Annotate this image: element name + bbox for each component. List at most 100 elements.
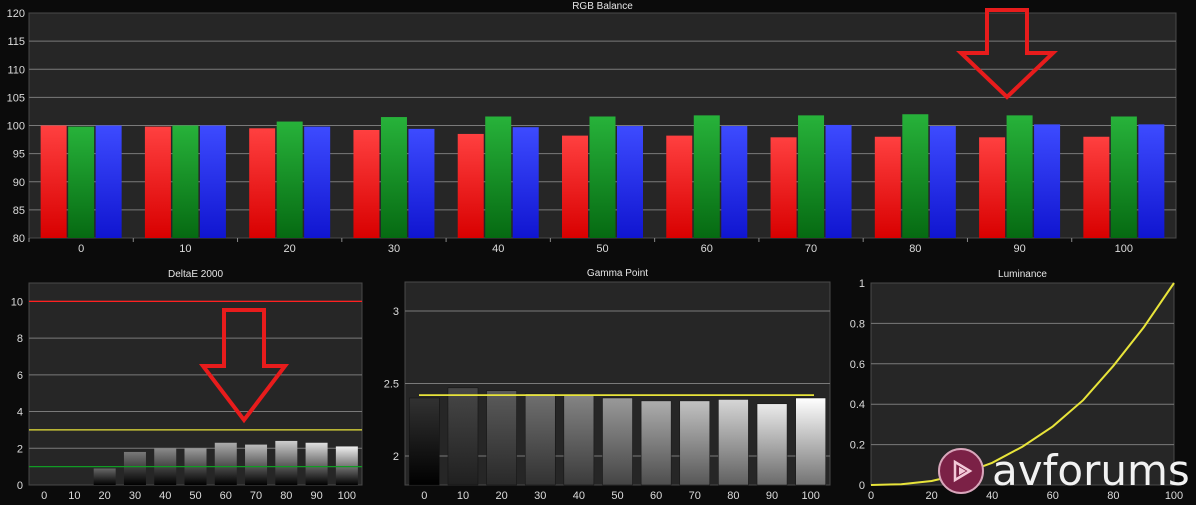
- rgb-green-bar: [380, 117, 407, 238]
- deltae-bar: [245, 444, 268, 485]
- rgb-green-bar: [485, 116, 512, 238]
- rgb-blue-bar: [929, 126, 956, 238]
- rgb-y-tick-label: 80: [13, 233, 25, 245]
- luminance-curve: [870, 282, 1175, 486]
- rgb-red-bar: [562, 135, 588, 238]
- gamma-x-tick-label: 40: [573, 490, 585, 502]
- gamma-bar: [679, 400, 711, 486]
- luminance-y-tick-label: 1: [859, 278, 865, 290]
- rgb-blue-bar: [617, 126, 643, 238]
- deltae-x-tick-label: 10: [68, 490, 80, 502]
- rgb-x-tick-label: 30: [388, 243, 400, 255]
- rgb-red-bar: [144, 126, 171, 238]
- rgb-green-bar: [1110, 116, 1137, 238]
- gamma-bar: [756, 403, 788, 486]
- luminance-x-tick-label: 80: [1107, 490, 1119, 502]
- deltae-bar: [275, 440, 298, 485]
- rgb-y-tick-label: 85: [13, 205, 25, 217]
- gamma-x-tick-label: 60: [650, 490, 662, 502]
- luminance-plot-area: [870, 282, 1175, 486]
- rgb-green-bar: [798, 115, 825, 238]
- gamma-bar: [640, 400, 672, 486]
- rgb-green-bar: [172, 125, 199, 238]
- rgb-x-tick-label: 50: [596, 243, 608, 255]
- deltae-bar: [93, 468, 116, 485]
- rgb-green-bar: [589, 116, 616, 238]
- rgb-x-tick-label: 0: [78, 243, 84, 255]
- gamma-y-tick-label: 2.5: [384, 379, 399, 391]
- gamma-x-tick-label: 50: [611, 490, 623, 502]
- deltae-bar: [335, 446, 358, 485]
- rgb-blue-bar: [721, 126, 748, 238]
- rgb-red-bar: [770, 137, 797, 238]
- gamma-bar: [486, 390, 517, 486]
- luminance-y-tick-label: 0.2: [850, 440, 865, 452]
- rgb-green-bar: [902, 114, 929, 238]
- gamma-x-tick-label: 100: [802, 490, 820, 502]
- deltae-y-tick-label: 4: [17, 407, 23, 419]
- deltae-bar: [123, 451, 146, 485]
- deltae-chart-title: DeltaE 2000: [168, 269, 223, 280]
- rgb-blue-bar: [825, 124, 852, 238]
- red-arrow-annotation: [956, 8, 1058, 100]
- rgb-red-bar: [666, 135, 693, 238]
- rgb-blue-bar: [304, 126, 331, 238]
- gamma-bar: [447, 387, 479, 486]
- deltae-y-tick-label: 0: [17, 480, 23, 492]
- luminance-x-tick-label: 100: [1165, 490, 1183, 502]
- rgb-green-bar: [693, 115, 720, 238]
- rgb-green-bar: [68, 126, 95, 238]
- rgb-chart-title: RGB Balance: [572, 1, 633, 12]
- rgb-y-tick-label: 105: [7, 92, 25, 104]
- deltae-bar: [214, 442, 237, 485]
- rgb-red-bar: [874, 136, 901, 238]
- rgb-y-tick-label: 95: [13, 149, 25, 161]
- rgb-red-bar: [249, 128, 276, 238]
- gamma-bar: [409, 397, 440, 486]
- rgb-blue-bar: [1138, 124, 1165, 238]
- gamma-bar: [718, 399, 749, 486]
- rgb-red-bar: [1083, 136, 1110, 238]
- gamma-bar: [563, 394, 595, 486]
- play-icon: [938, 448, 984, 494]
- rgb-x-tick-label: 80: [909, 243, 921, 255]
- gamma-x-tick-label: 0: [421, 490, 427, 502]
- deltae-x-tick-label: 90: [310, 490, 322, 502]
- gamma-x-tick-label: 70: [689, 490, 701, 502]
- rgb-red-bar: [353, 130, 380, 238]
- rgb-x-tick-label: 10: [179, 243, 191, 255]
- gamma-y-tick-label: 2: [393, 451, 399, 463]
- luminance-x-tick-label: 0: [868, 490, 874, 502]
- rgb-y-tick-label: 120: [7, 8, 25, 20]
- gamma-bar: [524, 393, 556, 486]
- deltae-x-tick-label: 100: [338, 490, 356, 502]
- deltae-x-tick-label: 80: [280, 490, 292, 502]
- gamma-x-tick-label: 10: [457, 490, 469, 502]
- gamma-bar: [795, 397, 826, 486]
- rgb-x-tick-label: 20: [284, 243, 296, 255]
- luminance-y-tick-label: 0.6: [850, 359, 865, 371]
- deltae-y-tick-label: 8: [17, 333, 23, 345]
- deltae-y-tick-label: 2: [17, 443, 23, 455]
- luminance-y-tick-label: 0.4: [850, 399, 865, 411]
- gamma-x-tick-label: 30: [534, 490, 546, 502]
- gamma-y-tick-label: 3: [393, 306, 399, 318]
- deltae-y-tick-label: 6: [17, 370, 23, 382]
- luminance-x-tick-label: 20: [925, 490, 937, 502]
- rgb-green-bar: [276, 121, 303, 238]
- gamma-x-tick-label: 20: [495, 490, 507, 502]
- rgb-red-bar: [457, 133, 484, 238]
- rgb-blue-bar: [512, 127, 539, 238]
- gamma-x-tick-label: 80: [727, 490, 739, 502]
- gamma-bar: [602, 397, 633, 486]
- rgb-red-bar: [979, 137, 1006, 238]
- rgb-y-tick-label: 115: [7, 36, 25, 48]
- deltae-y-tick-label: 10: [11, 296, 23, 308]
- rgb-red-bar: [40, 125, 67, 238]
- rgb-x-tick-label: 60: [701, 243, 713, 255]
- deltae-x-tick-label: 40: [159, 490, 171, 502]
- rgb-blue-bar: [199, 125, 226, 238]
- rgb-x-tick-label: 70: [805, 243, 817, 255]
- avforums-logo: avforums: [938, 444, 1190, 498]
